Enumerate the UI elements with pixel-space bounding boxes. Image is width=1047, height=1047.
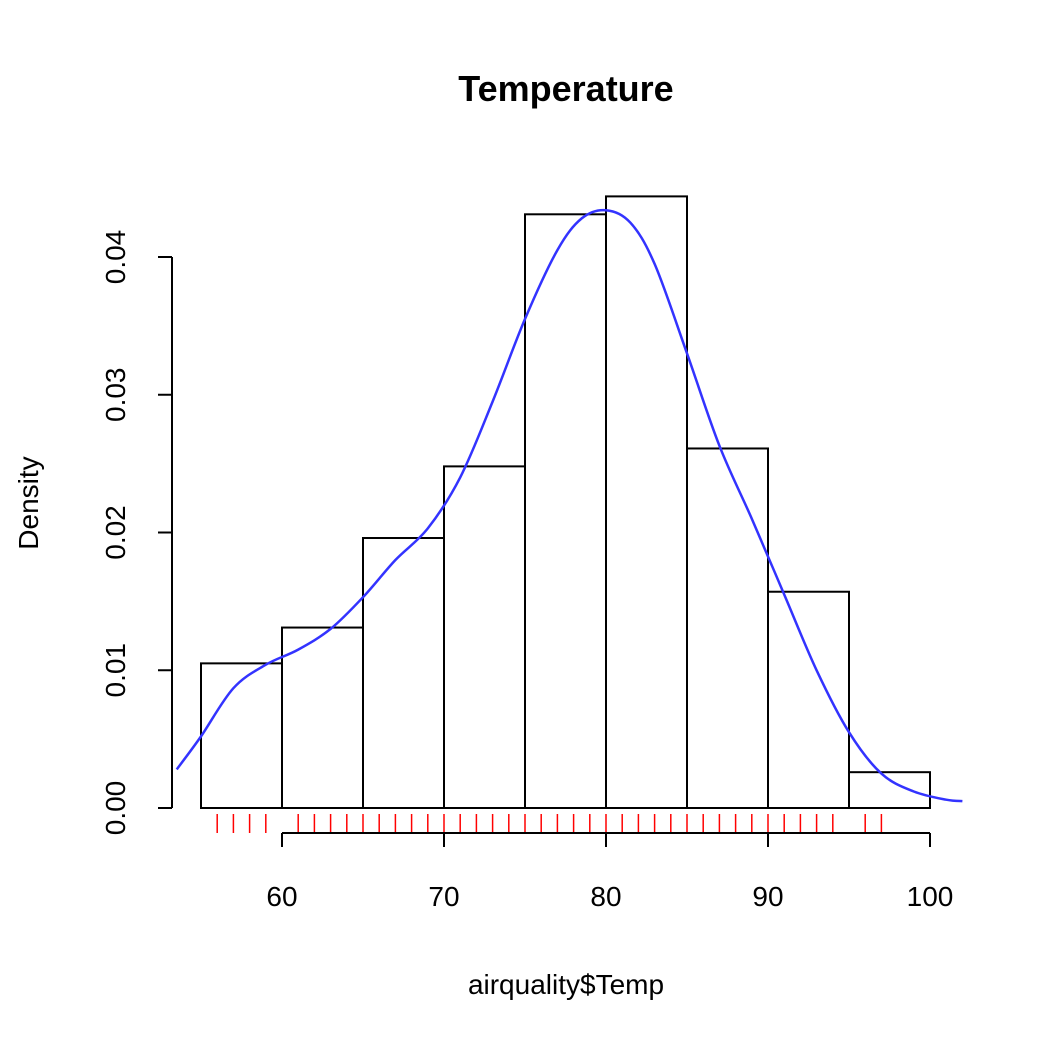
x-tick-label: 80 (590, 881, 621, 912)
x-tick-label: 70 (428, 881, 459, 912)
x-axis-label: airquality$Temp (468, 969, 664, 1000)
x-tick-label: 60 (266, 881, 297, 912)
histogram-bar-80-85 (605, 195, 688, 809)
y-tick-label: 0.02 (100, 505, 131, 560)
histogram-bar-90-95 (767, 590, 850, 809)
y-tick-label: 0.03 (100, 368, 131, 423)
histogram-bars (200, 195, 931, 810)
rug-marks (216, 814, 883, 833)
histogram-bar-55-60 (200, 662, 283, 809)
y-tick-label: 0.04 (100, 230, 131, 285)
histogram-bar-95-100 (848, 771, 931, 809)
histogram-bar-70-75 (443, 465, 526, 809)
y-tick-label: 0.01 (100, 643, 131, 698)
histogram-bar-60-65 (281, 626, 364, 809)
y-tick-label: 0.00 (100, 781, 131, 836)
histogram-bar-65-70 (362, 537, 445, 809)
chart-title: Temperature (458, 68, 673, 109)
x-axis: 60 70 80 90 100 (266, 832, 954, 912)
density-curve (175, 208, 963, 803)
x-tick-label: 100 (907, 881, 954, 912)
y-axis: 0.00 0.01 0.02 0.03 0.04 (100, 230, 173, 836)
histogram-bar-85-90 (686, 447, 769, 809)
y-axis-label: Density (13, 456, 44, 549)
histogram-bar-75-80 (524, 213, 607, 810)
density-curve-layer (175, 208, 963, 803)
x-tick-label: 90 (752, 881, 783, 912)
